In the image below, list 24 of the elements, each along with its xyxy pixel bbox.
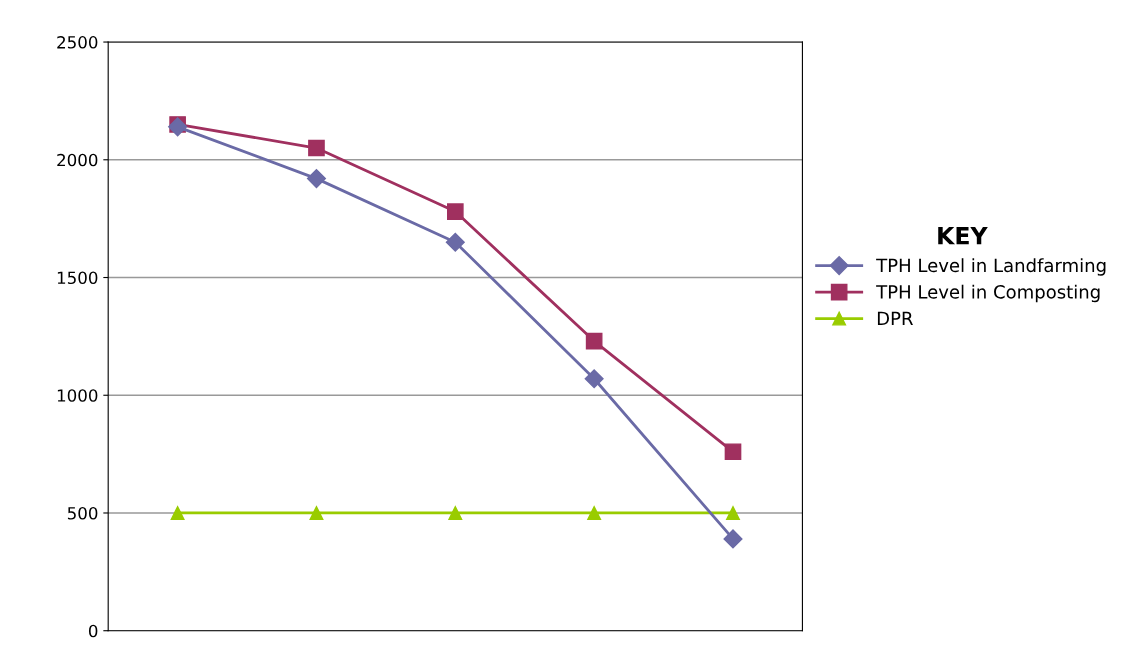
- point: [448, 506, 463, 520]
- point: [309, 506, 324, 520]
- y-tick-label: 1000: [57, 389, 98, 402]
- legend-title: KEY: [938, 227, 988, 245]
- y-tick-label: 500: [67, 506, 98, 520]
- legend-label: TPH Level in Landfarming: [876, 258, 1106, 276]
- point: [306, 169, 326, 189]
- point: [723, 529, 743, 549]
- point: [168, 117, 188, 137]
- legend-label: DPR: [877, 311, 913, 325]
- point: [724, 443, 742, 461]
- y-tick-label: 2000: [57, 153, 98, 167]
- point: [584, 369, 604, 389]
- point: [585, 332, 603, 350]
- point: [170, 506, 185, 520]
- y-tick-label: 2500: [57, 36, 98, 49]
- point: [446, 203, 464, 220]
- point: [587, 506, 602, 520]
- point: [445, 232, 465, 252]
- y-tick-label: 1500: [57, 271, 98, 285]
- legend-label: TPH Level in Composting: [876, 284, 1100, 303]
- point: [726, 506, 740, 520]
- point: [308, 139, 325, 157]
- y-tick-label: 0: [88, 624, 98, 638]
